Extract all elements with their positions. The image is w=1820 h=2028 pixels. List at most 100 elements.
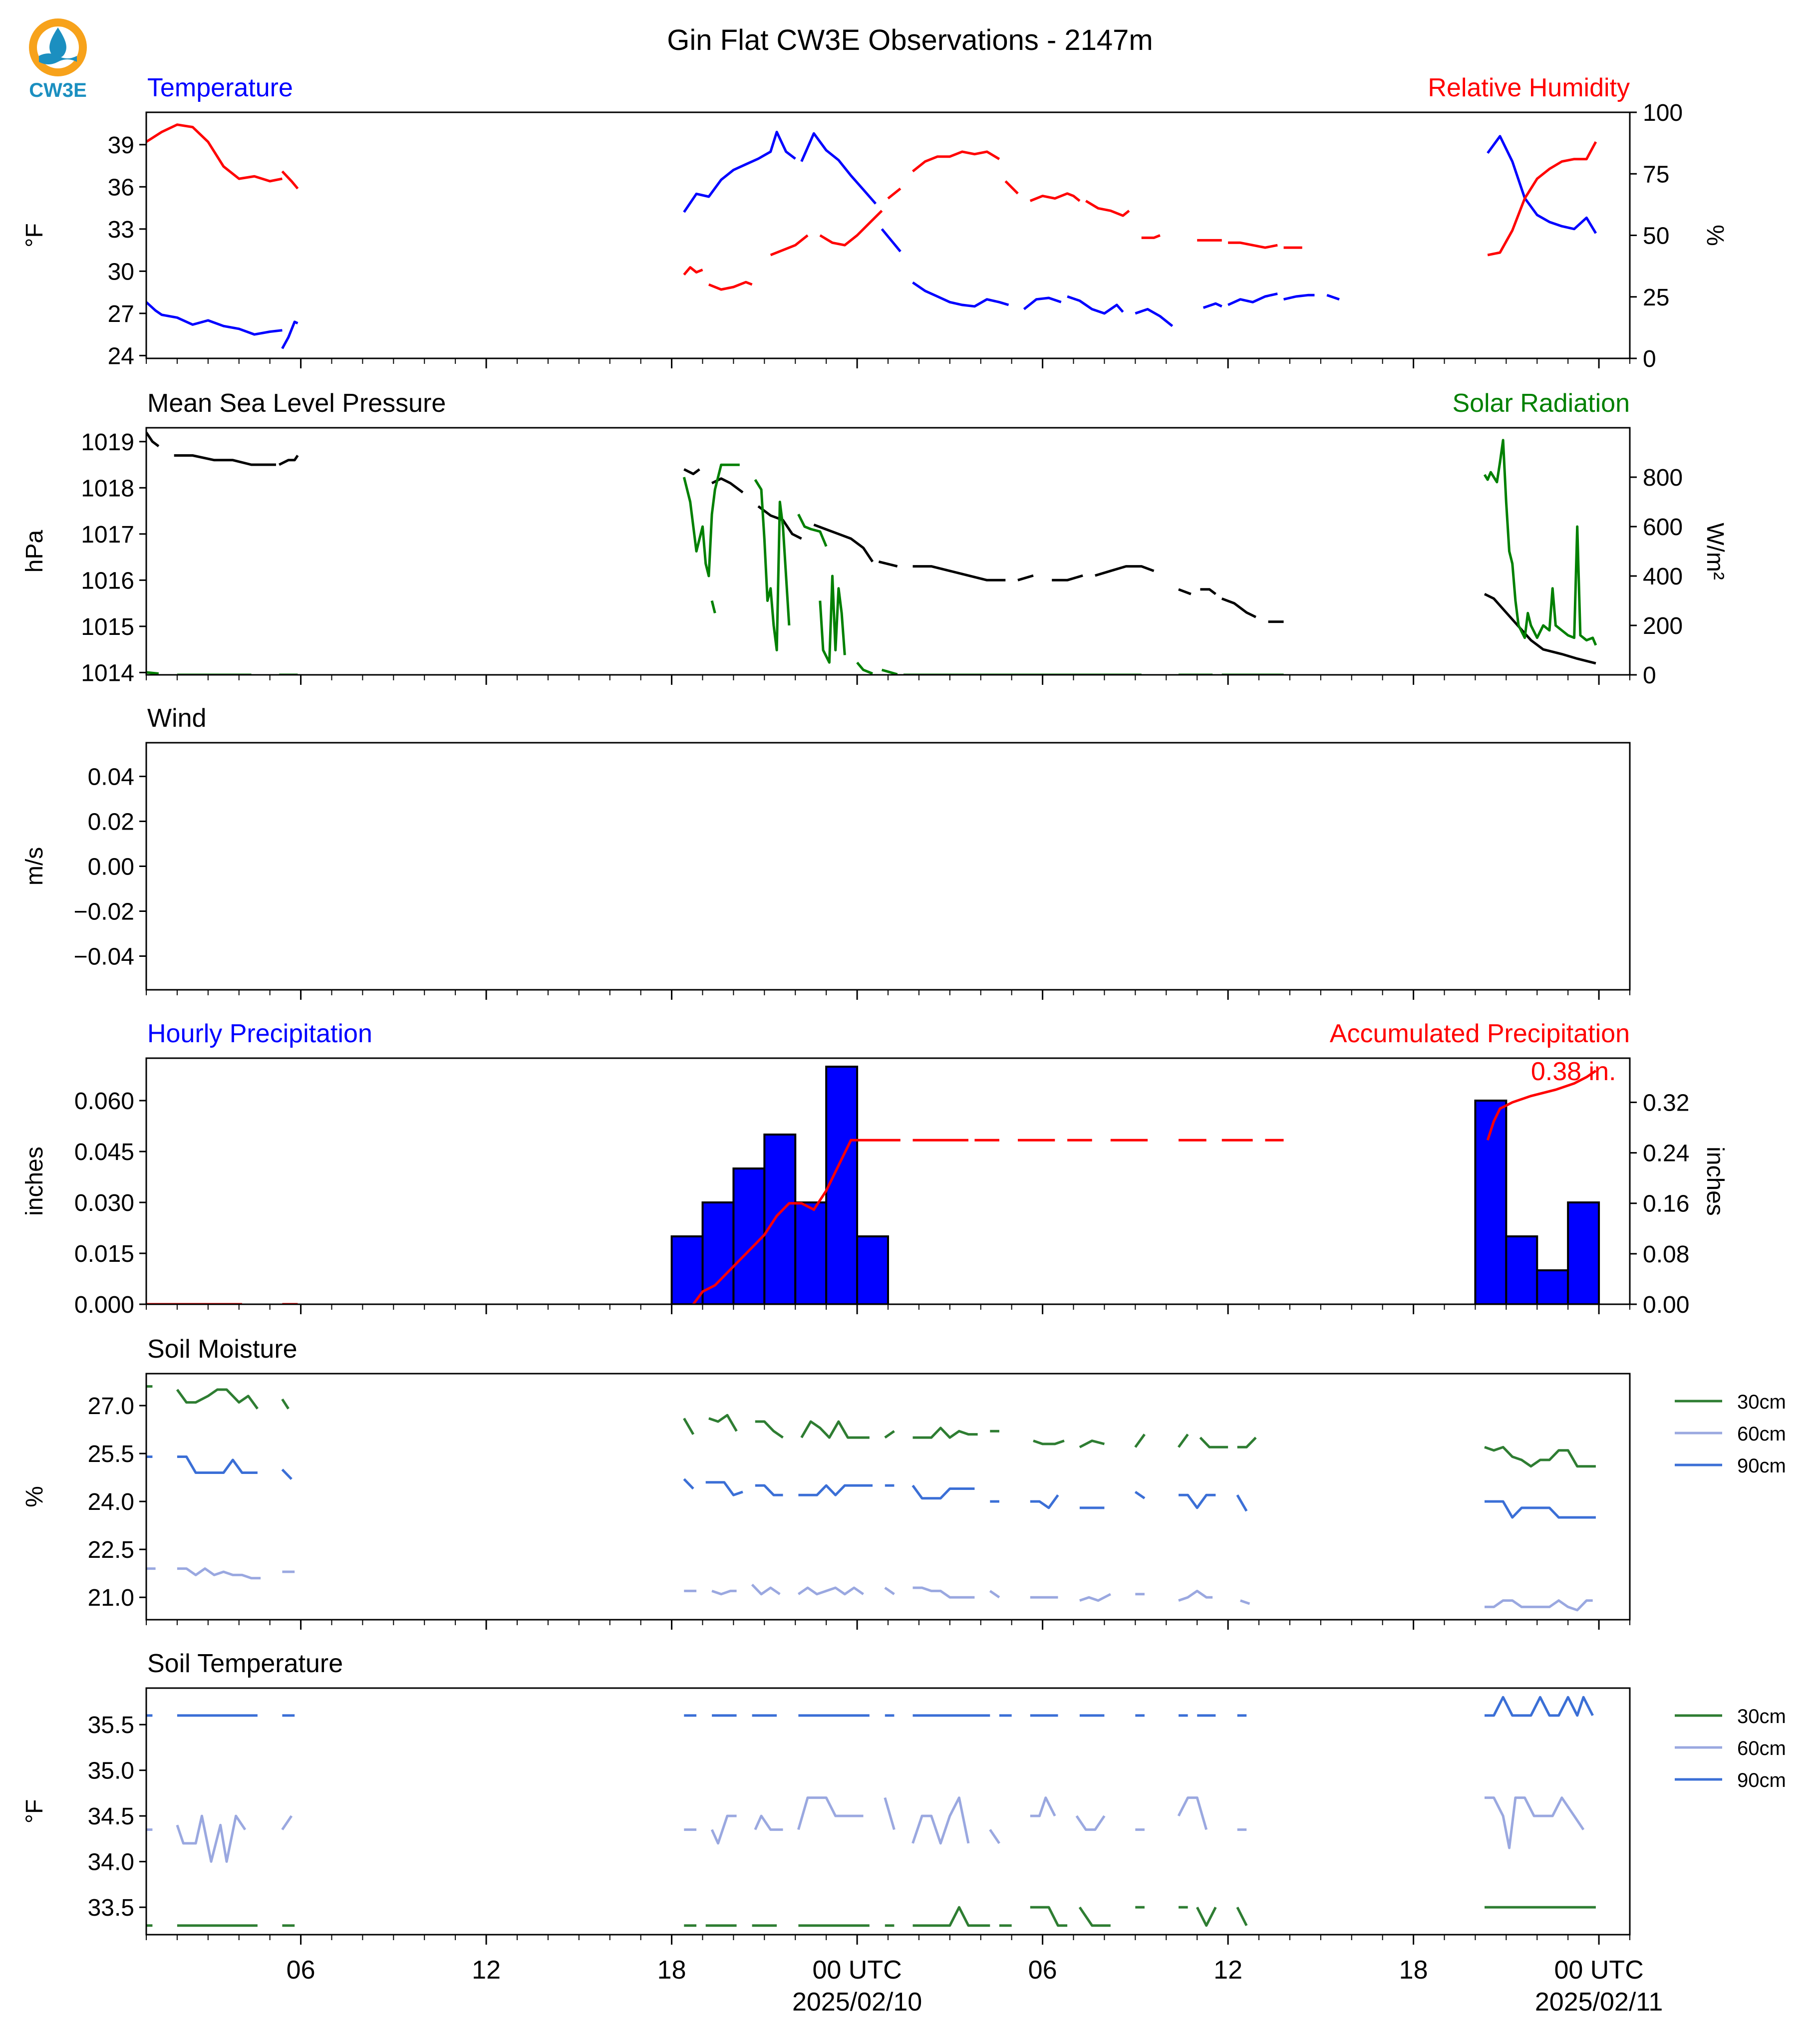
y-axis-label: °F (21, 223, 48, 248)
y2-tick-label: 50 (1643, 223, 1669, 250)
plot-frame (145, 1057, 1631, 1305)
plot-area (146, 1696, 1596, 1927)
pressure-line (1178, 588, 1192, 595)
soil-60cm-line (1239, 1599, 1250, 1605)
y-tick-label: 1018 (81, 475, 134, 502)
y-tick-label: 1019 (81, 429, 134, 456)
temperature-line (1023, 296, 1062, 310)
legend: 30cm 60cm 90cm (1675, 1391, 1786, 1477)
y2-tick-label: 100 (1643, 100, 1683, 126)
soil-30cm-line (755, 1420, 784, 1439)
y-tick-label: 0.060 (74, 1088, 134, 1115)
y-tick-label: 24.0 (88, 1489, 134, 1515)
soil-60cm-line (751, 1583, 781, 1596)
soil-30cm-line (912, 1906, 990, 1927)
pressure-line (1484, 592, 1596, 665)
y-tick-label: 24 (108, 343, 134, 369)
soil-30cm-line (683, 1418, 695, 1435)
solar-line (797, 514, 828, 547)
soil-30cm-line (1236, 1906, 1248, 1926)
panel-temperature-humidity: Temperature Relative Humidity 24 27 30 33 36 39… (21, 73, 1728, 372)
plot-frame (145, 111, 1631, 359)
x-tick-label: 12 (472, 1956, 501, 1985)
cw3e-logo: CW3E (29, 18, 87, 101)
plot-area (146, 431, 1597, 675)
panel-precipitation: Hourly Precipitation Accumulated Precipit… (21, 1019, 1728, 1318)
y-tick-label: 33 (108, 217, 134, 243)
soil-90cm-line (1179, 1493, 1216, 1509)
temperature-line (912, 281, 1009, 308)
soil-30cm-line (1134, 1434, 1146, 1448)
y-axis-label: °F (21, 1799, 48, 1824)
water-drop-icon (49, 27, 66, 58)
panel-title-right: Accumulated Precipitation (1330, 1019, 1630, 1048)
y-tick-label: 27.0 (88, 1393, 134, 1420)
x-date-label: 2025/02/10 (792, 1988, 922, 2017)
humidity-line (146, 123, 283, 183)
y-tick-label: −0.04 (74, 944, 134, 970)
plot-frame (145, 742, 1631, 991)
soil-60cm-line (1177, 1796, 1208, 1830)
pressure-line (1095, 565, 1155, 577)
y2-tick-label: 0.16 (1643, 1191, 1689, 1217)
accumulated-precip-line (1486, 1070, 1597, 1141)
chart-panels: Temperature Relative Humidity 24 27 30 33 36 39… (21, 73, 1786, 2017)
soil-90cm-line (755, 1484, 783, 1496)
logo-text: CW3E (29, 79, 87, 101)
soil-60cm-line (1079, 1593, 1111, 1602)
soil-90cm-line (911, 1484, 975, 1500)
precip-bar (1536, 1269, 1569, 1304)
panel-title-left: Temperature (147, 73, 293, 102)
y-tick-label: 21.0 (88, 1585, 134, 1611)
y2-tick-label: 0 (1643, 662, 1656, 689)
pressure-line (146, 431, 160, 448)
soil-60cm-line (989, 1590, 1000, 1599)
soil-60cm-line (797, 1586, 864, 1596)
y2-tick-label: 400 (1643, 564, 1683, 590)
panel-title-left: Soil Moisture (147, 1335, 298, 1364)
soil-60cm-line (1485, 1599, 1593, 1612)
y2-tick-label: 0.00 (1643, 1292, 1689, 1318)
y-tick-label: 36 (108, 174, 134, 201)
legend-label-30cm: 30cm (1737, 1706, 1786, 1728)
y-tick-label: −0.02 (74, 899, 134, 925)
precip-bar (701, 1201, 735, 1304)
y-tick-label: 0.015 (74, 1241, 134, 1267)
y2-axis-label: inches (1702, 1147, 1728, 1216)
soil-60cm-line (281, 1815, 293, 1831)
precip-bar (670, 1235, 704, 1304)
y2-tick-label: 0.24 (1643, 1141, 1689, 1167)
y-tick-label: 30 (108, 259, 134, 285)
y-tick-label: 1014 (81, 660, 134, 686)
humidity-line (819, 210, 883, 247)
y-axis-label: hPa (21, 530, 48, 573)
y-tick-label: 1017 (81, 522, 134, 548)
y-tick-label: 0.04 (88, 764, 134, 791)
legend-label-90cm: 90cm (1737, 1769, 1786, 1791)
solar-line (710, 600, 716, 613)
panel-title-right: Relative Humidity (1428, 73, 1630, 102)
y-tick-label: 25.5 (88, 1441, 134, 1467)
pressure-line (912, 565, 1006, 581)
plot-area (146, 1066, 1600, 1304)
soil-90cm-line (705, 1481, 743, 1496)
solar-line (881, 668, 898, 675)
soil-60cm-line (797, 1796, 864, 1830)
temperature-line (881, 228, 902, 253)
soil-30cm-line (281, 1398, 290, 1410)
y-tick-label: 1016 (81, 568, 134, 594)
panel-soil-moisture: Soil Moisture 21.0 22.5 24.0 25.5 27.0% 30cm 60… (21, 1335, 1786, 1630)
humidity-line (770, 234, 809, 257)
y-axis-label: % (21, 1486, 48, 1507)
soil-30cm-line (1078, 1906, 1111, 1927)
soil-90cm-line (1134, 1490, 1146, 1499)
y-tick-label: 0.030 (74, 1190, 134, 1216)
soil-90cm-line (1485, 1696, 1594, 1717)
y-tick-label: 1015 (81, 614, 134, 640)
x-axis-labels: 06 12 18 00 UTC 06 12 18 00 UTC 2025/02/10 2025/0… (287, 1956, 1663, 2017)
y2-tick-label: 600 (1643, 514, 1683, 541)
y2-axis-label: % (1702, 225, 1728, 246)
panel-title-left: Mean Sea Level Pressure (147, 389, 446, 418)
soil-60cm-line (884, 1586, 895, 1595)
y2-tick-label: 0.32 (1643, 1090, 1689, 1116)
